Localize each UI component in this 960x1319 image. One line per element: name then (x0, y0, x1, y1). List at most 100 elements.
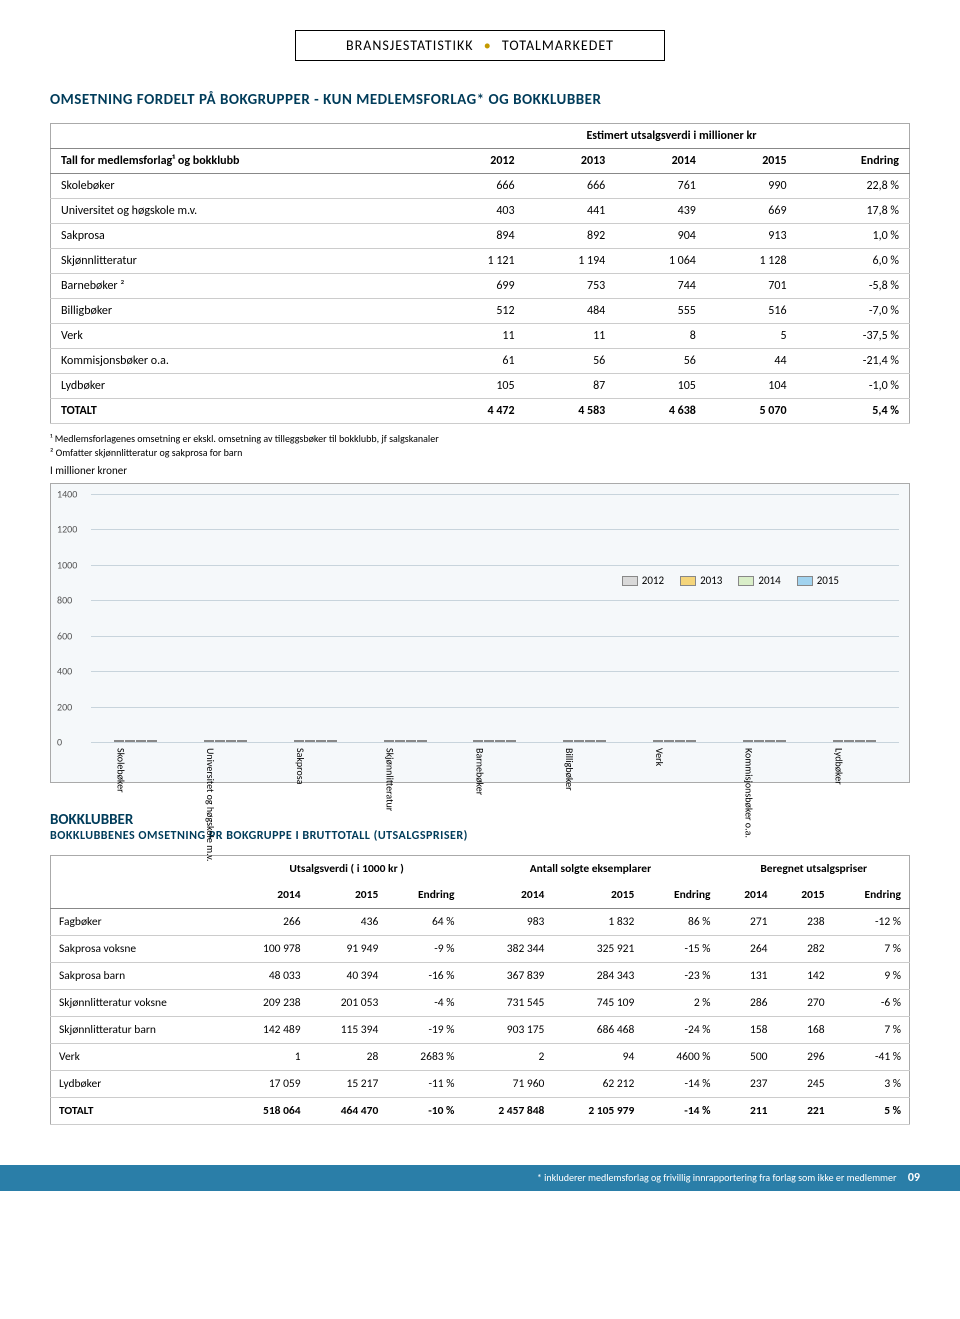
cell: -9 % (386, 936, 462, 963)
row-label: Verk (51, 1044, 231, 1071)
cell: 237 (718, 1071, 775, 1098)
table2: Utsalgsverdi ( i 1000 kr ) Antall solgte… (50, 855, 910, 1125)
total-row: TOTALT4 4724 5834 6385 0705,4 % (51, 399, 910, 424)
table-row: Verk1282683 %2944600 %500296-41 % (51, 1044, 910, 1071)
cell: 8 (615, 324, 706, 349)
row-label: Billigbøker (51, 299, 434, 324)
cell: 731 545 (462, 990, 552, 1017)
cell: 666 (525, 174, 616, 199)
cell: 894 (434, 224, 525, 249)
cell: 904 (615, 224, 706, 249)
table-row: Lydbøker10587105104-1,0 % (51, 374, 910, 399)
y-tick: 1000 (57, 558, 77, 571)
cell: 115 394 (309, 1017, 387, 1044)
cell: 71 960 (462, 1071, 552, 1098)
cell: 264 (718, 936, 775, 963)
cell: 5 (706, 324, 797, 349)
cell: 983 (462, 909, 552, 936)
col-endring: Endring (797, 149, 910, 174)
x-label: Universitet og høgskole m.v. (204, 748, 217, 861)
cell: -41 % (833, 1044, 910, 1071)
cell: 367 839 (462, 963, 552, 990)
cell: 168 (776, 1017, 833, 1044)
cell: 686 468 (552, 1017, 642, 1044)
row-label: Lydbøker (51, 374, 434, 399)
cell: -16 % (386, 963, 462, 990)
cell: 282 (776, 936, 833, 963)
cell: 403 (434, 199, 525, 224)
table-row: Universitet og høgskole m.v.403441439669… (51, 199, 910, 224)
cell: 209 238 (231, 990, 309, 1017)
gh2: Antall solgte eksemplarer (462, 856, 718, 883)
header-right: TOTALMARKEDET (502, 37, 614, 54)
cell: 484 (525, 299, 616, 324)
table-row: Skjønnlitteratur barn142 489115 394-19 %… (51, 1017, 910, 1044)
cell: 990 (706, 174, 797, 199)
cell: 56 (525, 349, 616, 374)
section2-subheading: BOKKLUBBENES OMSETNING PR BOKGRUPPE I BR… (50, 829, 910, 843)
row-label: Kommisjonsbøker o.a. (51, 349, 434, 374)
cell: 4600 % (642, 1044, 718, 1071)
table-row: Verk111185-37,5 % (51, 324, 910, 349)
cell: -37,5 % (797, 324, 910, 349)
x-label: Verk (653, 748, 666, 766)
x-label: Barnebøker (473, 748, 486, 795)
cell: 44 (706, 349, 797, 374)
cell: 9 % (833, 963, 910, 990)
cell: 761 (615, 174, 706, 199)
cell: 555 (615, 299, 706, 324)
section2-heading: BOKKLUBBER (50, 811, 910, 829)
cell: 28 (309, 1044, 387, 1071)
x-label: Skjønnlitteratur (384, 748, 397, 811)
cell: 903 175 (462, 1017, 552, 1044)
cell: 3 % (833, 1071, 910, 1098)
y-tick: 1200 (57, 523, 77, 536)
cell: -14 % (642, 1071, 718, 1098)
y-tick: 0 (57, 736, 62, 749)
cell: 266 (231, 909, 309, 936)
cell: 669 (706, 199, 797, 224)
cell: 1 (231, 1044, 309, 1071)
cell: -24 % (642, 1017, 718, 1044)
table-row: Sakprosa voksne100 97891 949-9 %382 3443… (51, 936, 910, 963)
cell: 744 (615, 274, 706, 299)
footnote2: ² Omfatter skjønnlitteratur og sakprosa … (50, 446, 910, 460)
y-tick: 400 (57, 665, 72, 678)
footnotes: ¹ Medlemsforlagenes omsetning er ekskl. … (50, 432, 910, 460)
cell: 1 121 (434, 249, 525, 274)
chart-caption: I millioner kroner (50, 464, 910, 477)
cell: 382 344 (462, 936, 552, 963)
col-header: Endring (386, 882, 462, 909)
cell: 142 (776, 963, 833, 990)
table-row: Sakprosa barn48 03340 394-16 %367 839284… (51, 963, 910, 990)
table1-caption: Estimert utsalgsverdi i millioner kr (434, 124, 910, 149)
col-2012: 2012 (434, 149, 525, 174)
row-label: Fagbøker (51, 909, 231, 936)
cell: 1 064 (615, 249, 706, 274)
cell: 271 (718, 909, 775, 936)
cell: 1 128 (706, 249, 797, 274)
cell: -15 % (642, 936, 718, 963)
page-header: BRANSJESTATISTIKK • TOTALMARKEDET (50, 30, 910, 91)
cell: 325 921 (552, 936, 642, 963)
cell: 516 (706, 299, 797, 324)
cell: 666 (434, 174, 525, 199)
cell: 6,0 % (797, 249, 910, 274)
cell: 1 194 (525, 249, 616, 274)
cell: 17,8 % (797, 199, 910, 224)
cell: -4 % (386, 990, 462, 1017)
cell: 436 (309, 909, 387, 936)
cell: 87 (525, 374, 616, 399)
cell: 1 832 (552, 909, 642, 936)
cell: 105 (615, 374, 706, 399)
row-label: Skjønnlitteratur voksne (51, 990, 231, 1017)
cell: 62 212 (552, 1071, 642, 1098)
col-header: 2014 (231, 882, 309, 909)
cell: -7,0 % (797, 299, 910, 324)
cell: 158 (718, 1017, 775, 1044)
header-left: BRANSJESTATISTIKK (346, 37, 474, 54)
footer-note: * inkluderer medlemsforlag og frivillig … (537, 1171, 897, 1184)
section1-title: OMSETNING FORDELT PÅ BOKGRUPPER - KUN ME… (50, 91, 910, 109)
cell: 56 (615, 349, 706, 374)
cell: 61 (434, 349, 525, 374)
